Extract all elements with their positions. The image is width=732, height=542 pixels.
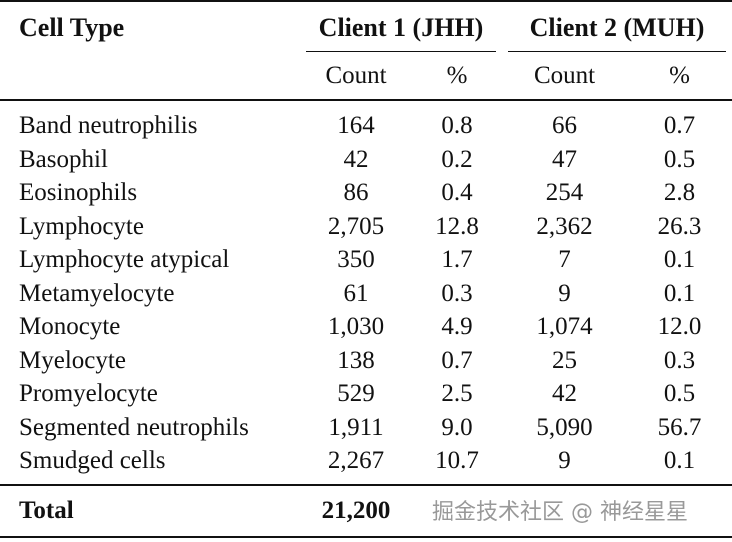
- row-client-2-percent: 12.0: [657, 313, 702, 341]
- row-client-1-count: 1,911: [328, 413, 384, 441]
- row-cell-type: Lymphocyte atypical: [19, 246, 230, 274]
- row-client-1-count: 529: [337, 380, 375, 408]
- header-client-2: Client 2 (MUH): [502, 1, 732, 52]
- row-client-1-count: 164: [337, 112, 375, 140]
- row-client-1-count: 2,267: [327, 447, 385, 475]
- row-client-1-percent: 0.7: [441, 346, 473, 374]
- table-row: Smudged cells 2,267 10.7 9 0.1: [0, 444, 732, 485]
- header-row-clients: Cell Type Client 1 (JHH) Client 2 (MUH): [0, 1, 732, 52]
- row-client-1-percent: 2.5: [441, 380, 473, 408]
- row-client-2-count: 9: [558, 279, 571, 307]
- row-cell-type: Band neutrophilis: [19, 112, 198, 140]
- row-client-1-percent: 0.4: [441, 179, 473, 207]
- row-client-1-count: 138: [337, 346, 375, 374]
- table-row: Metamyelocyte 61 0.3 9 0.1: [0, 277, 732, 311]
- table-row: Band neutrophilis 164 0.8 66 0.7: [0, 100, 732, 143]
- row-client-2-count: 42: [552, 380, 577, 408]
- row-client-1-percent: 1.7: [441, 246, 473, 274]
- header-client-1: Client 1 (JHH): [300, 1, 502, 52]
- row-cell-type: Eosinophils: [19, 179, 138, 207]
- total-row: Total 21,200: [0, 484, 732, 537]
- row-client-1-percent: 0.2: [441, 145, 473, 173]
- row-client-1-percent: 0.3: [441, 279, 473, 307]
- table-row: Lymphocyte 2,705 12.8 2,362 26.3: [0, 210, 732, 244]
- row-client-1-percent: 9.0: [441, 413, 473, 441]
- row-client-2-count: 66: [552, 112, 577, 140]
- row-client-2-count: 9: [558, 447, 571, 475]
- row-client-1-count: 61: [343, 279, 369, 307]
- row-client-2-percent: 56.7: [657, 413, 702, 441]
- row-client-2-count: 254: [545, 179, 584, 207]
- row-client-1-percent: 10.7: [435, 447, 479, 475]
- row-client-2-count: 25: [552, 346, 577, 374]
- header-row-subcolumns: Count % Count %: [0, 52, 732, 100]
- table-row: Lymphocyte atypical 350 1.7 7 0.1: [0, 243, 732, 277]
- row-cell-type: Metamyelocyte: [19, 279, 175, 307]
- row-client-2-percent: 0.7: [663, 112, 696, 140]
- row-cell-type: Segmented neutrophils: [19, 413, 249, 441]
- watermark-text: 掘金技术社区 @ 神经星星: [432, 500, 688, 525]
- row-client-2-percent: 0.1: [663, 246, 696, 274]
- table-row: Myelocyte 138 0.7 25 0.3: [0, 344, 732, 378]
- row-client-2-count: 5,090: [536, 413, 593, 441]
- table-row: Monocyte 1,030 4.9 1,074 12.0: [0, 310, 732, 344]
- row-client-1-percent: 4.9: [441, 313, 473, 341]
- table-row: Segmented neutrophils 1,911 9.0 5,090 56…: [0, 411, 732, 445]
- table-row: Promyelocyte 529 2.5 42 0.5: [0, 377, 732, 411]
- row-client-2-percent: 26.3: [657, 212, 702, 240]
- row-cell-type: Monocyte: [19, 313, 121, 341]
- row-client-1-percent: 12.8: [435, 212, 479, 240]
- header-client-2-percent: %: [669, 62, 690, 89]
- row-client-2-percent: 2.8: [663, 179, 696, 207]
- row-cell-type: Smudged cells: [19, 447, 166, 475]
- row-client-2-percent: 0.5: [663, 380, 696, 408]
- row-cell-type: Promyelocyte: [19, 380, 158, 408]
- row-client-2-percent: 0.3: [663, 346, 696, 374]
- row-client-2-percent: 0.5: [663, 145, 696, 173]
- row-client-1-count: 2,705: [327, 212, 385, 240]
- row-client-2-count: 2,362: [536, 212, 593, 240]
- row-client-2-count: 1,074: [536, 313, 593, 341]
- row-client-2-count: 7: [558, 246, 571, 274]
- header-client-2-count: Count: [533, 62, 596, 89]
- total-label: Total: [19, 497, 74, 524]
- table-row: Eosinophils 86 0.4 254 2.8: [0, 176, 732, 210]
- table-row: Basophil 42 0.2 47 0.5: [0, 143, 732, 177]
- row-client-2-count: 47: [552, 145, 577, 173]
- row-client-1-count: 1,030: [327, 313, 385, 341]
- row-client-1-count: 86: [343, 179, 369, 207]
- header-spacer: [0, 52, 300, 100]
- row-cell-type: Myelocyte: [19, 346, 126, 374]
- row-client-1-count: 42: [343, 145, 369, 173]
- row-client-1-count: 350: [337, 246, 375, 274]
- total-client-1-count: 21,200: [321, 497, 391, 524]
- row-cell-type: Lymphocyte: [19, 212, 144, 240]
- row-client-2-percent: 0.1: [663, 447, 696, 475]
- row-client-2-percent: 0.1: [663, 279, 696, 307]
- row-cell-type: Basophil: [19, 145, 108, 173]
- header-cell-type: Cell Type: [19, 12, 125, 42]
- row-client-1-percent: 0.8: [441, 112, 473, 140]
- header-client-1-percent: %: [446, 62, 468, 89]
- header-client-1-count: Count: [325, 62, 387, 89]
